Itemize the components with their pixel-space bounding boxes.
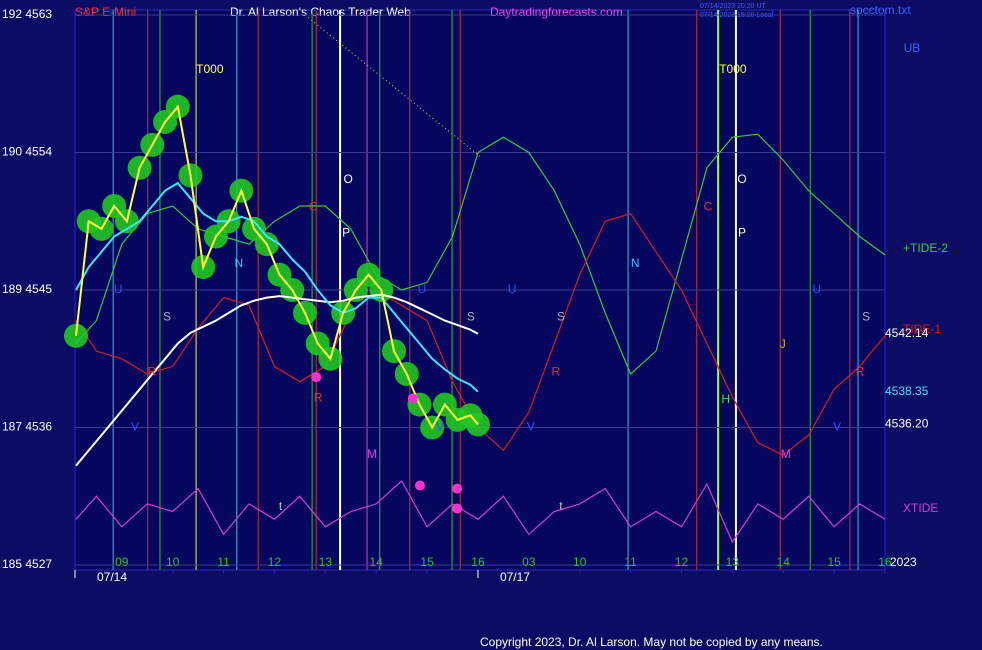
annotation: U [508, 282, 517, 296]
annotation: T000 [719, 62, 747, 76]
tide-line [75, 480, 886, 544]
timestamp: 07/14/2023 20:20 UT [700, 3, 766, 10]
instrument: S&P E-Mini [75, 5, 136, 19]
annotation: UB [904, 41, 921, 55]
turn-point [407, 393, 418, 404]
y-tick-label: 192 4563 [2, 7, 52, 21]
date-label: 07/14 [97, 570, 127, 584]
annotation: t [559, 499, 563, 513]
x-tick-label: 14 [777, 555, 791, 569]
end-value-label: 4538.35 [885, 384, 929, 398]
annotation: U [114, 282, 123, 296]
x-tick-label: 15 [827, 555, 841, 569]
x-tick-label: 13 [726, 555, 740, 569]
annotation: R [147, 365, 156, 379]
x-tick-label: 10 [573, 555, 587, 569]
file-name: spcctom.txt [850, 3, 911, 17]
annotation: S [163, 310, 171, 324]
x-tick-label: 11 [217, 555, 230, 569]
annotation: R [856, 365, 865, 379]
annotation: O [344, 172, 353, 186]
annotation: H [721, 392, 730, 406]
x-tick-label: 13 [319, 555, 333, 569]
annotation: N [234, 256, 243, 270]
turn-point [414, 480, 425, 491]
annotation: C [309, 200, 318, 214]
x-tick-label: 12 [675, 555, 689, 569]
annotation: T000 [196, 62, 224, 76]
series-label: TIDE-1 [903, 322, 941, 336]
end-value-label: 4536.20 [885, 417, 929, 431]
price-bubble [64, 323, 89, 348]
annotation: C [704, 200, 713, 214]
annotation: M [367, 447, 377, 461]
annotation: S [862, 310, 870, 324]
year: 2023 [890, 555, 917, 569]
annotation: V [833, 420, 841, 434]
end-value-label: 4542.14 [885, 326, 929, 340]
annotation: O [737, 172, 746, 186]
x-tick-label: 09 [115, 555, 129, 569]
series-label: +TIDE-2 [903, 241, 948, 255]
y-tick-label: 185 4527 [2, 557, 52, 571]
y-tick-label: 189 4545 [2, 282, 52, 296]
y-tick-label: 187 4536 [2, 420, 52, 434]
annotation: S [467, 310, 475, 324]
x-tick-label: 12 [268, 555, 282, 569]
x-tick-label: 16 [471, 555, 485, 569]
annotation: J [780, 337, 786, 351]
turn-point [452, 503, 463, 514]
price-line [75, 181, 479, 393]
annotation: U [812, 282, 821, 296]
x-tick-label: 11 [624, 555, 637, 569]
x-tick-label: 03 [522, 555, 536, 569]
annotation: U [418, 282, 427, 296]
x-tick-label: 14 [370, 555, 384, 569]
annotation: R [551, 365, 560, 379]
turn-point [452, 483, 463, 494]
copyright: Copyright 2023, Dr. Al Larson. May not b… [480, 635, 823, 649]
annotation: N [631, 256, 640, 270]
annotation: t [279, 499, 283, 513]
turn-point [311, 372, 322, 383]
website: Daytradingforecasts.com [490, 5, 623, 19]
x-tick-label: 15 [420, 555, 434, 569]
series-label: XTIDE [903, 501, 938, 515]
annotation: V [131, 420, 139, 434]
x-tick-label: 16 [878, 555, 892, 569]
y-tick-label: 190 4554 [2, 145, 52, 159]
annotation: V [527, 420, 535, 434]
annotation: P [738, 226, 746, 240]
date-label: 07/17 [500, 570, 530, 584]
x-tick-label: 10 [166, 555, 180, 569]
chart-title: Dr. Al Larson's Chaos Trader Web [230, 5, 411, 19]
annotation: R [314, 391, 323, 405]
annotation: M [781, 447, 791, 461]
annotation: V [436, 420, 444, 434]
annotation: P [342, 226, 350, 240]
annotation: S [557, 310, 565, 324]
price-line [75, 293, 479, 467]
